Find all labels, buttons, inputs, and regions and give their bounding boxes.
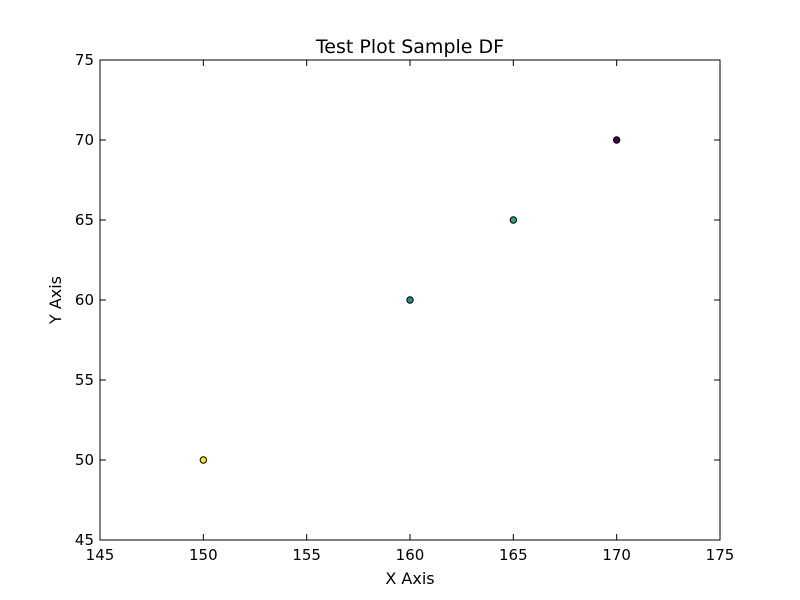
y-tick-label: 45 (75, 531, 94, 549)
y-axis-label: Y Axis (46, 276, 65, 325)
x-tick-label: 150 (189, 546, 218, 564)
y-tick-label: 50 (75, 451, 94, 469)
chart-title: Test Plot Sample DF (315, 36, 504, 58)
data-point (199, 456, 208, 464)
y-tick-label: 60 (75, 291, 94, 309)
x-axis-label: X Axis (385, 569, 434, 588)
y-tick-label: 55 (75, 371, 94, 389)
y-tick-label: 65 (75, 211, 94, 229)
y-tick-label: 75 (75, 51, 94, 69)
data-points (199, 136, 621, 464)
data-point (509, 216, 518, 224)
x-tick-label: 165 (499, 546, 528, 564)
data-point (612, 136, 621, 144)
x-axis: 145 150 155 160 165 170 175 (86, 60, 735, 564)
x-tick-label: 155 (292, 546, 321, 564)
y-tick-label: 70 (75, 131, 94, 149)
x-tick-label: 160 (396, 546, 425, 564)
y-axis: 45 50 55 60 65 70 75 (75, 51, 720, 549)
x-tick-label: 170 (602, 546, 631, 564)
x-tick-label: 175 (706, 546, 735, 564)
x-tick-label: 145 (86, 546, 115, 564)
data-point (406, 296, 414, 304)
